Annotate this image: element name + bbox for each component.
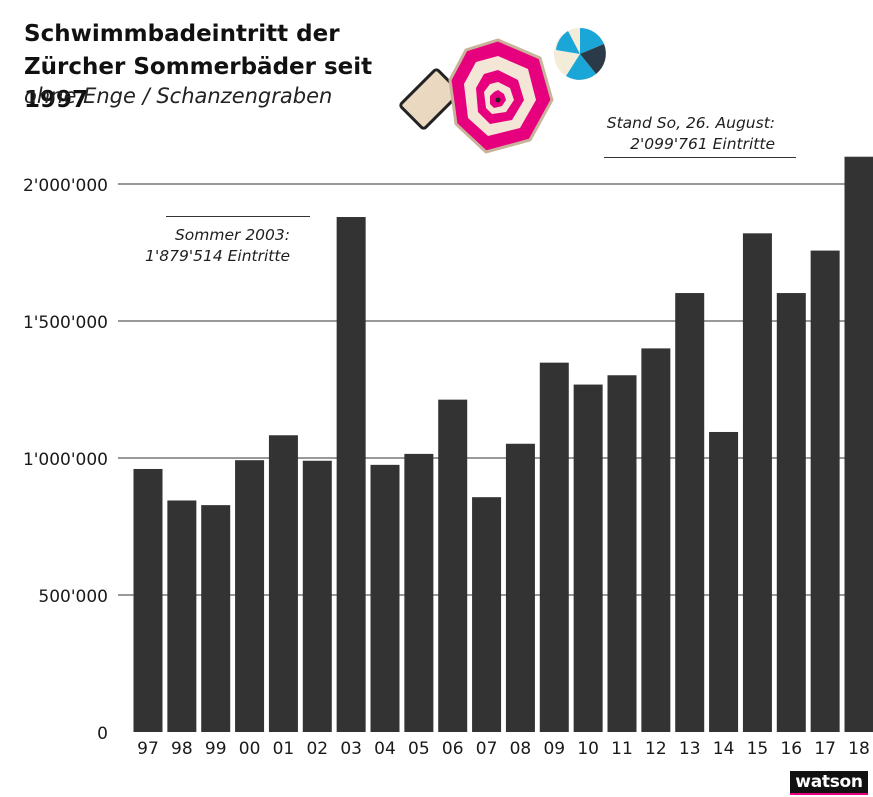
bar-11 bbox=[607, 375, 637, 732]
bar-97 bbox=[133, 468, 163, 732]
chart-subtitle: ohne Enge / Schanzengraben bbox=[24, 84, 333, 108]
bar-17 bbox=[810, 250, 840, 732]
bar-04 bbox=[370, 464, 400, 732]
x-tick-label: 05 bbox=[408, 739, 430, 759]
watson-logo: watson bbox=[790, 771, 868, 795]
bar-06 bbox=[438, 399, 468, 732]
parasol-icon bbox=[399, 38, 554, 154]
x-tick-label: 13 bbox=[679, 739, 701, 759]
x-tick-label: 01 bbox=[273, 739, 295, 759]
decoration bbox=[399, 28, 606, 154]
annotation-2003-line1: Sommer 2003: bbox=[174, 226, 290, 244]
bar-09 bbox=[539, 362, 569, 732]
bar-18 bbox=[844, 156, 873, 733]
bar-07 bbox=[472, 497, 502, 732]
annotation-2003-line2: 1'879'514 Eintritte bbox=[145, 247, 290, 265]
y-tick-label: 2'000'000 bbox=[23, 176, 108, 196]
y-tick-label: 500'000 bbox=[38, 587, 108, 607]
bar-08 bbox=[505, 443, 535, 732]
bar-10 bbox=[573, 384, 603, 732]
annotation-2003: Sommer 2003: 1'879'514 Eintritte bbox=[70, 225, 290, 267]
bar-16 bbox=[776, 293, 806, 732]
x-tick-label: 04 bbox=[374, 739, 396, 759]
x-tick-label: 18 bbox=[848, 739, 870, 759]
x-tick-label: 10 bbox=[577, 739, 599, 759]
bar-05 bbox=[404, 453, 434, 732]
x-tick-label: 03 bbox=[340, 739, 362, 759]
annotation-2018-line1: Stand So, 26. August: bbox=[606, 114, 775, 132]
bar-18-fade bbox=[844, 144, 873, 158]
bar-98 bbox=[167, 500, 197, 732]
bar-01 bbox=[268, 435, 298, 732]
x-tick-label: 09 bbox=[543, 739, 565, 759]
chart-title: Schwimmbadeintritt der Zürcher Sommerbäd… bbox=[24, 21, 373, 113]
annotation-2018: Stand So, 26. August: 2'099'761 Eintritt… bbox=[560, 113, 775, 155]
x-tick-label: 02 bbox=[306, 739, 328, 759]
x-tick-label: 14 bbox=[713, 739, 735, 759]
bar-15 bbox=[742, 233, 772, 732]
y-tick-label: 1'000'000 bbox=[23, 450, 108, 470]
bar-12 bbox=[641, 348, 671, 732]
beach-ball-icon bbox=[554, 28, 606, 80]
x-tick-label: 11 bbox=[611, 739, 633, 759]
x-tick-label: 00 bbox=[239, 739, 261, 759]
x-tick-label: 17 bbox=[814, 739, 836, 759]
x-tick-label: 08 bbox=[510, 739, 532, 759]
annotation-2018-line2: 2'099'761 Eintritte bbox=[630, 135, 775, 153]
x-tick-label: 07 bbox=[476, 739, 498, 759]
x-tick-label: 99 bbox=[205, 739, 227, 759]
bar-99 bbox=[201, 505, 231, 732]
y-tick-label: 0 bbox=[97, 724, 108, 744]
x-tick-label: 98 bbox=[171, 739, 193, 759]
bar-02 bbox=[302, 460, 332, 732]
bar-00 bbox=[235, 460, 265, 732]
bar-13 bbox=[675, 293, 705, 732]
x-tick-label: 12 bbox=[645, 739, 667, 759]
bar-03 bbox=[336, 217, 366, 732]
x-tick-label: 15 bbox=[747, 739, 769, 759]
x-tick-label: 06 bbox=[442, 739, 464, 759]
bar-14 bbox=[709, 431, 739, 732]
x-tick-label: 97 bbox=[137, 739, 159, 759]
y-tick-label: 1'500'000 bbox=[23, 313, 108, 333]
x-tick-label: 16 bbox=[780, 739, 802, 759]
